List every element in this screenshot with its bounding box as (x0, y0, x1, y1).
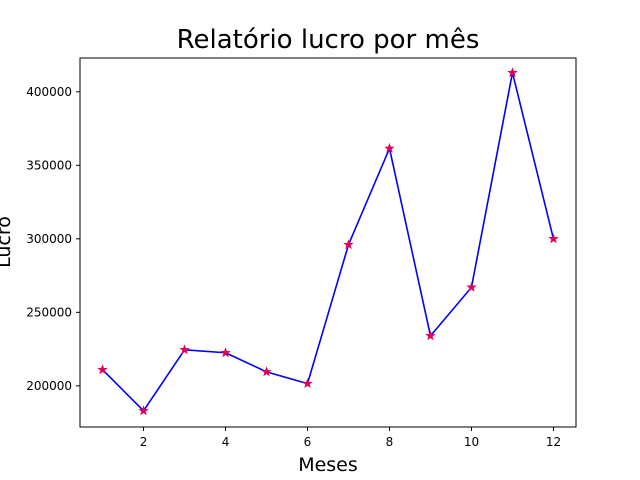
x-tick-label: 8 (386, 435, 394, 449)
chart-title: Relatório lucro por mês (177, 25, 480, 55)
y-tick-label: 250000 (26, 305, 72, 319)
data-point-star (425, 330, 436, 341)
x-axis-label: Meses (298, 454, 358, 476)
data-point-star (302, 378, 313, 389)
x-tick-label: 6 (304, 435, 312, 449)
y-tick-label: 350000 (26, 158, 72, 172)
data-point-star (384, 142, 395, 153)
data-point-star (466, 281, 477, 292)
y-tick-label: 200000 (26, 379, 72, 393)
y-tick-label: 400000 (26, 85, 72, 99)
series-line (101, 71, 555, 412)
data-point-star (343, 239, 354, 250)
data-point-star (138, 405, 149, 416)
data-point-star (97, 364, 108, 375)
data-point-star (179, 344, 190, 355)
axes: 2 4 6 8 10 12 200000 250000 300000 350000 400000 (26, 57, 577, 449)
data-point-star (507, 67, 518, 78)
x-tick-label: 12 (546, 435, 561, 449)
y-tick-label: 300000 (26, 232, 72, 246)
x-tick-label: 10 (464, 435, 479, 449)
x-tick-label: 2 (140, 435, 148, 449)
y-axis-label: Lucro (0, 216, 15, 268)
data-point-star (220, 347, 231, 358)
axes-frame (79, 57, 577, 428)
x-tick-label: 4 (222, 435, 230, 449)
data-point-star (261, 366, 272, 377)
data-point-star (548, 233, 559, 244)
plot-area (97, 67, 559, 416)
